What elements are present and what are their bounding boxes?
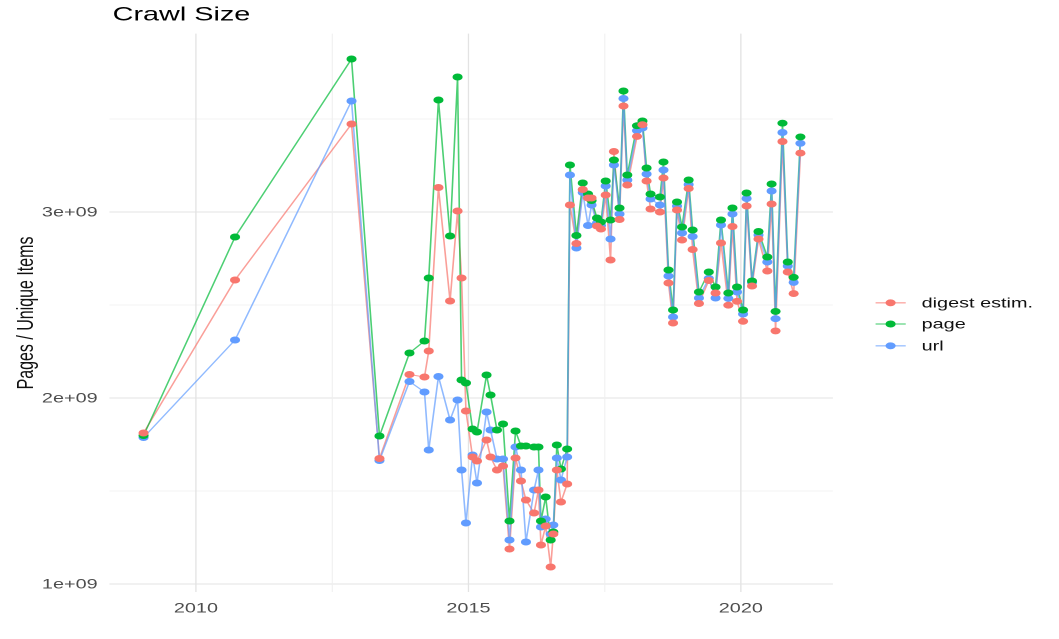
svg-text:page: page <box>922 317 966 332</box>
svg-text:Pages / Unique Items: Pages / Unique Items <box>13 237 39 390</box>
svg-text:2015: 2015 <box>446 601 490 616</box>
svg-text:2020: 2020 <box>719 601 763 616</box>
svg-text:3e+09: 3e+09 <box>42 205 98 220</box>
svg-text:1e+09: 1e+09 <box>42 577 98 592</box>
svg-text:digest estim.: digest estim. <box>922 295 1033 310</box>
svg-text:url: url <box>922 338 944 353</box>
svg-text:2e+09: 2e+09 <box>42 391 98 406</box>
svg-text:Crawl Size: Crawl Size <box>113 4 251 25</box>
svg-text:2010: 2010 <box>174 601 218 616</box>
